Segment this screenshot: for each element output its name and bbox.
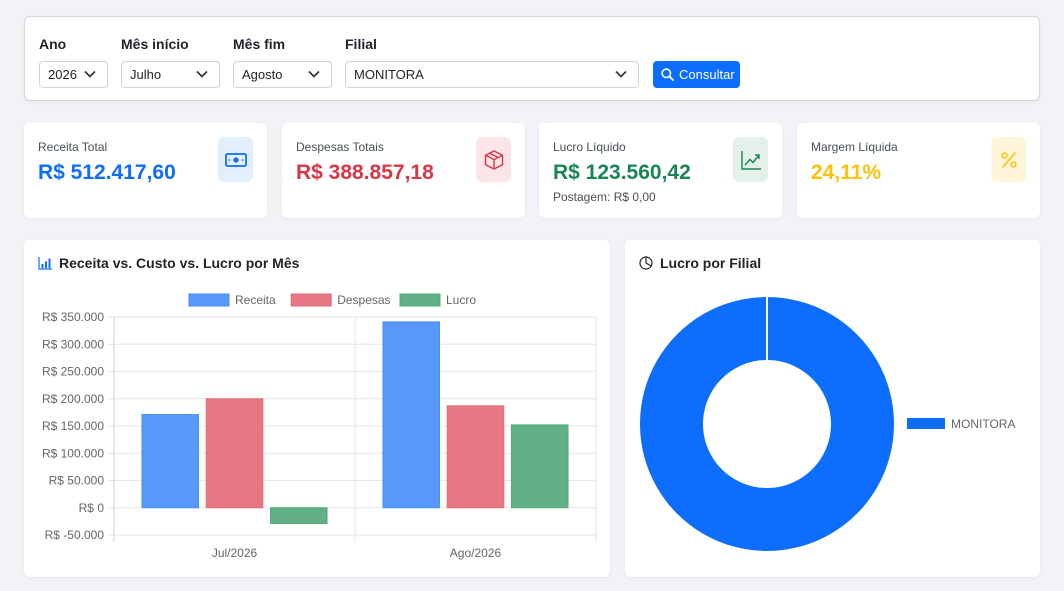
legend-label-receita: Receita: [235, 293, 276, 307]
y-tick-label: R$ 0: [79, 501, 105, 515]
bar-despesas-ago-2026: [446, 405, 505, 509]
mes-fim-select-value: Agosto: [242, 67, 283, 82]
y-tick-label: R$ -50.000: [45, 528, 105, 542]
kpi-receita-value: R$ 512.417,60: [38, 161, 176, 184]
filial-label: Filial: [345, 36, 377, 52]
mes-inicio-label: Mês início: [121, 36, 189, 52]
y-tick-label: R$ 50.000: [49, 474, 105, 488]
y-tick-label: R$ 300.000: [42, 337, 104, 351]
kpi-lucro-value: R$ 123.560,42: [553, 161, 691, 184]
kpi-despesas-label: Despesas Totais: [296, 140, 384, 154]
pie-chart-title: Lucro por Filial: [660, 255, 762, 271]
mes-inicio-select[interactable]: Julho: [121, 61, 220, 88]
y-tick-label: R$ 200.000: [42, 392, 104, 406]
kpi-margem-value: 24,11%: [811, 161, 882, 184]
trend-up-icon: [733, 137, 768, 182]
legend-swatch-lucro: [399, 293, 441, 307]
bar-chart: R$ 350.000 R$ 300.000 R$ 250.000 R$ 200.000…: [42, 293, 597, 560]
search-icon: [661, 68, 674, 81]
bar-lucro-jul-2026: [269, 507, 328, 525]
consultar-button[interactable]: Consultar: [653, 61, 740, 88]
chevron-down-icon: [615, 70, 627, 78]
kpi-margem-card: Margem Líquida 24,11%: [797, 123, 1040, 218]
percent-icon: [991, 137, 1026, 182]
filter-panel: Ano 2026 Mês início Julho Mês fim Agosto…: [24, 16, 1040, 101]
legend-swatch-monitora: [907, 418, 945, 429]
y-tick-label: R$ 250.000: [42, 365, 104, 379]
legend-swatch-receita: [188, 293, 230, 307]
ano-select-value: 2026: [48, 67, 77, 82]
doughnut-chart: MONITORA: [639, 297, 1015, 551]
y-tick-label: R$ 100.000: [42, 446, 104, 460]
x-tick-label: Jul/2026: [212, 546, 258, 560]
kpi-despesas-value: R$ 388.857,18: [296, 161, 434, 184]
money-icon: [218, 137, 253, 182]
y-tick-label: R$ 350.000: [42, 310, 104, 324]
chevron-down-icon: [308, 70, 320, 78]
bar-receita-ago-2026: [382, 321, 441, 509]
kpi-lucro-label: Lucro Líquido: [553, 140, 626, 154]
kpi-receita-label: Receita Total: [38, 140, 108, 154]
ano-select[interactable]: 2026: [39, 61, 108, 88]
kpi-margem-label: Margem Líquida: [811, 140, 898, 154]
box-icon: [476, 137, 511, 182]
ano-label: Ano: [39, 36, 67, 52]
x-tick-label: Ago/2026: [450, 546, 502, 560]
pie-chart-icon: [639, 256, 653, 270]
mes-fim-select[interactable]: Agosto: [233, 61, 332, 88]
mes-fim-label: Mês fim: [233, 36, 286, 52]
kpi-receita-card: Receita Total R$ 512.417,60: [24, 123, 267, 218]
bar-despesas-jul-2026: [205, 398, 264, 509]
bar-receita-jul-2026: [141, 414, 200, 509]
chevron-down-icon: [196, 70, 208, 78]
filial-select-value: MONITORA: [354, 67, 424, 82]
mes-inicio-select-value: Julho: [130, 67, 162, 82]
bar-chart-panel: Receita vs. Custo vs. Lucro por Mês R$ 3…: [24, 240, 610, 577]
y-tick-label: R$ 150.000: [42, 419, 104, 433]
kpi-despesas-card: Despesas Totais R$ 388.857,18: [282, 123, 525, 218]
legend-label-monitora: MONITORA: [951, 417, 1015, 431]
kpi-lucro-card: Lucro Líquido R$ 123.560,42 Postagem: R$…: [539, 123, 782, 218]
doughnut-slice-monitora: [639, 297, 894, 551]
pie-chart-panel: Lucro por Filial MONITORA: [625, 240, 1040, 577]
legend-label-lucro: Lucro: [446, 293, 476, 307]
legend-label-despesas: Despesas: [337, 293, 390, 307]
kpi-lucro-sub: Postagem: R$ 0,00: [553, 190, 656, 204]
consultar-label: Consultar: [679, 67, 735, 82]
bar-lucro-ago-2026: [510, 424, 569, 509]
legend-swatch-despesas: [290, 293, 332, 307]
chevron-down-icon: [84, 70, 96, 78]
bar-chart-title: Receita vs. Custo vs. Lucro por Mês: [59, 255, 300, 271]
bar-chart-icon: [38, 257, 52, 270]
filial-select[interactable]: MONITORA: [345, 61, 639, 88]
